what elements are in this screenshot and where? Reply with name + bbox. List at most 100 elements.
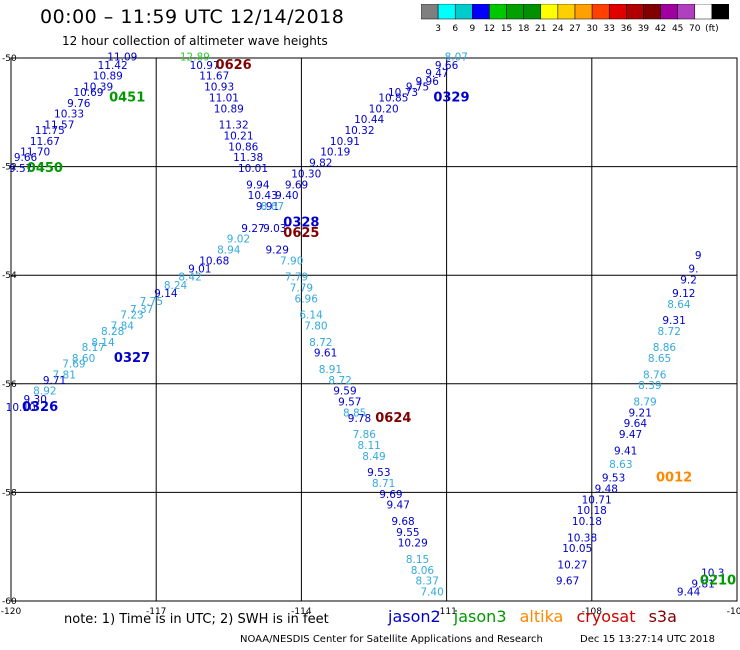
wave-height-value: 7.80 [304, 321, 327, 333]
wave-height-value: 8.11 [357, 440, 380, 452]
legend-altika: altika [519, 607, 564, 626]
wave-height-value: 8.63 [609, 459, 632, 471]
longitude-tick-label: -105 [727, 607, 740, 617]
pass-time-label: 0450 [27, 161, 63, 176]
latitude-tick-label: -54 [2, 271, 17, 281]
wave-height-value: 6.96 [295, 293, 319, 305]
colorbar-tick-label: 42 [655, 24, 666, 34]
wave-height-value: 10.89 [214, 103, 244, 115]
wave-height-value: 8.72 [328, 375, 351, 387]
wave-height-value: 7.37 [130, 304, 153, 316]
colorbar-tick-label: 33 [603, 24, 614, 34]
wave-height-value: 10.20 [369, 103, 399, 115]
colorbar-tick-label: 21 [535, 24, 546, 34]
wave-height-value: 9.41 [614, 445, 637, 457]
wave-height-value: 11.42 [98, 60, 128, 72]
wave-height-value: 7.79 [290, 282, 313, 294]
wave-height-value: 9.61 [314, 348, 337, 360]
wave-height-value: 9.91 [256, 201, 279, 213]
wave-height-value: 9.12 [672, 288, 695, 300]
wave-height-value: 11.67 [199, 71, 229, 83]
wave-height-value: 9.40 [275, 190, 298, 202]
wave-height-colorbar: 3 6 9 12 15 18 21 24 27 30 33 36 39 42 45 70 (ft) [421, 4, 729, 34]
wave-height-value: 7.23 [120, 310, 143, 322]
colorbar-tick-label: 12 [484, 24, 495, 34]
wave-height-value: 9 [695, 250, 702, 262]
wave-height-value: 10.10 [6, 402, 36, 414]
wave-height-value: 10.71 [582, 494, 612, 506]
wave-height-value: 8.07 [445, 52, 468, 64]
wave-height-value: 8.72 [309, 337, 332, 349]
credit-line: NOAA/NESDIS Center for Satellite Applica… [240, 634, 543, 645]
wave-height-value: 9.03 [263, 223, 286, 235]
wave-height-value: 9.47 [619, 429, 642, 441]
wave-height-value: 8.14 [91, 337, 115, 349]
longitude-tick-label: -111 [436, 607, 456, 617]
pass-time-label: 0012 [656, 471, 692, 486]
longitude-tick-label: -120 [1, 607, 22, 617]
wave-height-value: 9.64 [624, 418, 648, 430]
latitude-tick-label: -60 [2, 597, 17, 607]
wave-height-value: 8.39 [638, 380, 661, 392]
satellite-tracks: 9.579.6611.7011.6711.7511.5710.339.7610.… [6, 52, 725, 599]
wave-height-value: 9. [688, 263, 698, 275]
wave-height-value: 8.76 [643, 369, 667, 381]
pass-time-label: 0328 [283, 215, 319, 230]
wave-height-value: 8.91 [319, 364, 342, 376]
wave-height-value: 7.90 [280, 255, 303, 267]
wave-height-value: 12.89 [180, 52, 210, 64]
wave-height-value: 10.05 [562, 543, 592, 555]
wave-height-value: 10.01 [238, 163, 268, 175]
colorbar-tick-label: 6 [452, 24, 458, 34]
wave-height-value: 8.37 [416, 576, 439, 588]
latitude-tick-label: -50 [2, 54, 17, 64]
wave-height-value: 9.71 [43, 375, 66, 387]
wave-height-value: 9.44 [677, 587, 701, 599]
wave-height-value: 7.81 [53, 369, 76, 381]
wave-height-value: 8.17 [82, 342, 105, 354]
pass-time-label: 0626 [216, 58, 252, 73]
wave-height-value: 11.38 [233, 152, 263, 164]
legend-jason2: jason2 [388, 607, 441, 626]
wave-height-value: 9.57 [338, 397, 361, 409]
track-jason3-west: 9.579.6611.7011.6711.7511.5710.339.7610.… [9, 52, 137, 175]
colorbar-tick-label: 9 [469, 24, 475, 34]
wave-height-value: 7.69 [62, 359, 85, 371]
wave-height-value: 7.86 [353, 429, 377, 441]
wave-height-value: 9.2 [680, 274, 697, 286]
wave-height-value: 11.01 [209, 92, 239, 104]
wave-height-value: 9.69 [379, 489, 402, 501]
wave-height-value: 8.92 [33, 386, 56, 398]
wave-height-value: 9.27 [241, 223, 264, 235]
wave-height-value: 9.30 [24, 394, 47, 406]
track-altika-ascending: 9.6710.2710.0510.3810.1810.1810.719.489.… [556, 250, 702, 588]
track-jason2-ascending: 10.109.308.929.717.817.698.608.178.148.2… [6, 52, 468, 414]
wave-height-value: 8.06 [411, 565, 435, 577]
wave-height-value: 10.27 [557, 559, 587, 571]
longitude-tick-label: -117 [146, 607, 166, 617]
colorbar-tick-label: 18 [518, 24, 530, 34]
pass-time-label: 0329 [433, 90, 469, 105]
pass-time-labels: 0450 0451 0626 0625 0624 0328 0329 0327 0326 0012… [22, 58, 736, 589]
wave-height-value: 9.76 [67, 98, 91, 110]
wave-height-value: 8.86 [653, 342, 677, 354]
wave-height-value: 10.69 [73, 87, 103, 99]
wave-height-value: 9.66 [14, 152, 38, 164]
wave-height-value: 7.75 [140, 296, 163, 308]
wave-height-value: 11.32 [219, 120, 249, 132]
wave-height-value: 10.93 [204, 82, 234, 94]
wave-height-value: 10.86 [228, 141, 258, 153]
latitude-tick-label: -52 [2, 163, 17, 173]
wave-height-value: 11.57 [44, 120, 74, 132]
wave-height-value: 8.42 [178, 272, 201, 284]
wave-height-value: 10.91 [330, 136, 360, 148]
wave-height-value: 8.71 [372, 478, 395, 490]
wave-height-value: 9.78 [348, 413, 371, 425]
wave-height-value: 8.94 [217, 244, 241, 256]
wave-height-value: 8.60 [72, 353, 95, 365]
longitude-tick-label: -108 [582, 607, 603, 617]
wave-height-value: 9.02 [227, 234, 250, 246]
wave-height-value: 9.55 [396, 527, 419, 539]
